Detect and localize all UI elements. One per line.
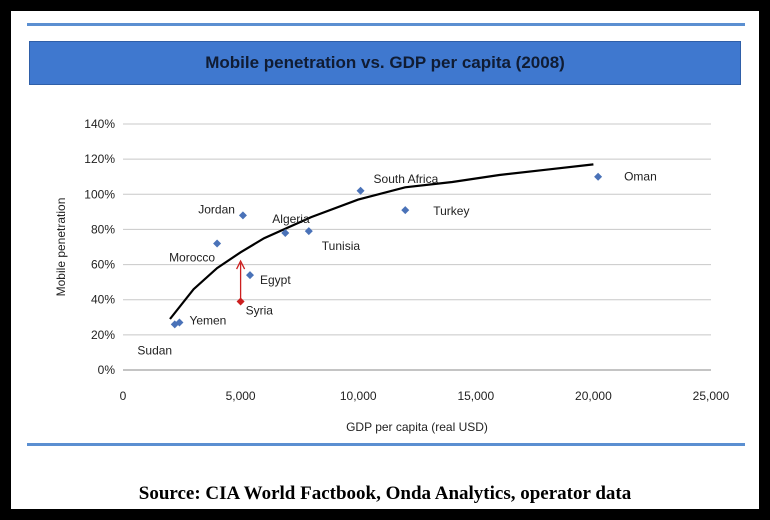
y-tick-label: 120% (84, 152, 115, 166)
data-point (175, 318, 184, 327)
chart-svg: 0% 20% 40% 60% 80% 100% 120% 140% 0 5,000 10,000 15… (54, 117, 730, 434)
point-label: Turkey (433, 204, 469, 218)
x-tick-label: 10,000 (340, 389, 377, 403)
trend-line (169, 163, 594, 320)
bottom-rule (27, 443, 745, 446)
data-point (281, 228, 290, 237)
y-tick-label: 60% (91, 258, 115, 272)
data-point (401, 206, 410, 215)
data-point (246, 271, 255, 280)
point-label: South Africa (374, 172, 439, 186)
annotation-arrow-head (236, 259, 246, 270)
y-tick-label: 40% (91, 293, 115, 307)
y-tick-label: 0% (98, 363, 116, 377)
data-point (236, 297, 245, 306)
data-point (238, 211, 247, 220)
y-tick-label: 100% (84, 187, 115, 201)
data-point (356, 186, 365, 195)
data-point (213, 239, 222, 248)
top-rule (27, 23, 745, 26)
point-label: Algeria (272, 212, 310, 226)
point-label: Jordan (198, 202, 235, 216)
chart-frame: Mobile penetration vs. GDP per capita (2… (11, 11, 759, 509)
title-box: Mobile penetration vs. GDP per capita (2… (29, 41, 741, 85)
y-axis-label: Mobile penetration (54, 198, 68, 297)
chart-title: Mobile penetration vs. GDP per capita (2… (205, 53, 565, 72)
x-tick-label: 15,000 (457, 389, 494, 403)
x-tick-label: 20,000 (575, 389, 612, 403)
x-tick-label: 25,000 (693, 389, 730, 403)
point-label: Sudan (137, 343, 172, 357)
y-tick-label: 140% (84, 117, 115, 131)
source-text: Source: CIA World Factbook, Onda Analyti… (138, 483, 632, 504)
point-label: Oman (624, 170, 657, 184)
point-label: Tunisia (322, 239, 361, 253)
y-tick-label: 80% (91, 222, 115, 236)
y-tick-label: 20% (91, 328, 115, 342)
data-point (594, 172, 603, 181)
data-point (304, 227, 313, 236)
x-tick-label: 0 (120, 389, 127, 403)
point-label: Egypt (260, 273, 291, 287)
point-label: Syria (246, 303, 274, 317)
x-tick-label: 5,000 (226, 389, 256, 403)
point-label: Yemen (189, 314, 226, 328)
point-label: Morocco (169, 250, 215, 264)
x-axis-label: GDP per capita (real USD) (346, 420, 488, 434)
